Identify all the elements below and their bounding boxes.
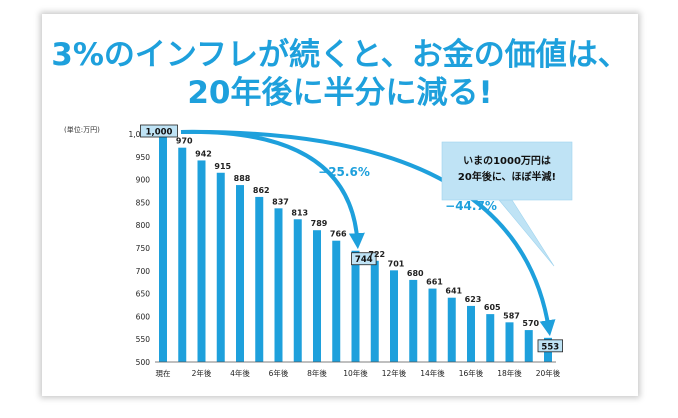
title-line-1: 3%のインフレが続くと、お金の価値は、: [51, 37, 629, 73]
bar: [236, 185, 244, 362]
bar-value-label: 862: [253, 186, 270, 195]
bar-value-label: 888: [234, 174, 251, 183]
bar-value-label: 789: [311, 219, 328, 228]
y-axis-unit-label: (単位:万円): [64, 125, 100, 134]
bar: [486, 314, 495, 362]
bar-value-label: 722: [368, 250, 385, 259]
bar-value-label: 837: [272, 197, 289, 206]
bar: [505, 322, 514, 362]
infographic-card: 3%のインフレが続くと、お金の価値は、 20年後に半分に減る! (単位:万円) 5…: [42, 14, 638, 396]
bar: [274, 208, 283, 362]
bar-value-label: 970: [176, 137, 193, 146]
bar: [197, 160, 206, 362]
x-tick-label: 12年後: [382, 368, 407, 378]
bar: [390, 270, 398, 362]
x-tick-label: 20年後: [536, 368, 561, 378]
bar-value-label: 605: [484, 303, 501, 312]
bar-value-label: 766: [330, 230, 347, 239]
y-tick-label: 750: [136, 244, 151, 253]
x-tick-label: 2年後: [192, 368, 212, 378]
x-tick-label: 8年後: [307, 368, 327, 378]
bar-chart: (単位:万円) 500 550 600 650 700 750 800 850 900 950 1,0…: [64, 124, 573, 378]
bar: [428, 288, 437, 362]
highlighted-value-box: [140, 124, 178, 138]
highlighted-value-box: [537, 339, 564, 353]
bar-value-label: 680: [407, 269, 424, 278]
x-tick-label: 16年後: [459, 368, 484, 378]
y-tick-label: 600: [136, 312, 151, 321]
y-tick-label: 500: [136, 358, 151, 367]
highlighted-value-box: [351, 252, 377, 266]
callout-line-1: いまの1000万円は: [463, 155, 551, 167]
annotation-10-years: −25.6%: [318, 165, 370, 179]
bar-value-label: 570: [522, 319, 539, 328]
highlighted-value-label: 1,000: [146, 128, 173, 138]
bar-value-label: 661: [426, 278, 443, 287]
bar: [351, 250, 360, 362]
highlighted-value-label: 744: [355, 255, 373, 265]
y-tick-label: 550: [136, 335, 151, 344]
bar-value-label: 587: [503, 311, 520, 320]
x-tick-label: 10年後: [343, 368, 368, 378]
x-tick-label: 18年後: [497, 368, 522, 378]
x-tick-label: 4年後: [230, 368, 250, 378]
bar: [159, 134, 167, 362]
arrow-to-20-years: [180, 129, 556, 337]
title-line-2: 20年後に半分に減る!: [187, 75, 493, 111]
y-tick-label: 950: [136, 153, 151, 162]
bar-value-label: 915: [214, 162, 231, 171]
bar: [332, 240, 341, 362]
bar: [447, 297, 456, 362]
annotation-20-years: −44.7%: [445, 199, 497, 213]
y-tick-label: 900: [136, 176, 151, 185]
x-tick-label: 現在: [156, 368, 171, 378]
bar: [370, 260, 379, 362]
callout-line-2: 20年後に、ほぼ半減!: [458, 170, 556, 183]
bar: [313, 230, 321, 362]
x-tick-label: 6年後: [269, 368, 289, 378]
bar-value-label: 942: [195, 149, 212, 158]
highlighted-value-label: 553: [541, 342, 559, 352]
bar: [409, 279, 418, 362]
callout-box: [441, 141, 573, 201]
bar: [524, 330, 533, 362]
y-tick-label: 850: [136, 198, 151, 207]
bar-value-label: 813: [291, 208, 308, 217]
x-tick-label: 14年後: [420, 368, 445, 378]
bar: [178, 147, 187, 362]
bar-value-label: 701: [388, 259, 405, 268]
bar: [216, 172, 225, 362]
bar-value-label: 623: [465, 295, 482, 304]
y-tick-label: 700: [136, 267, 151, 276]
bar: [293, 219, 302, 362]
bar: [255, 196, 264, 362]
y-tick-label: 800: [136, 221, 151, 230]
y-tick-label: 1,000: [129, 130, 151, 139]
bar: [467, 305, 475, 362]
y-tick-label: 650: [136, 290, 151, 299]
bar-value-label: 641: [445, 287, 462, 296]
